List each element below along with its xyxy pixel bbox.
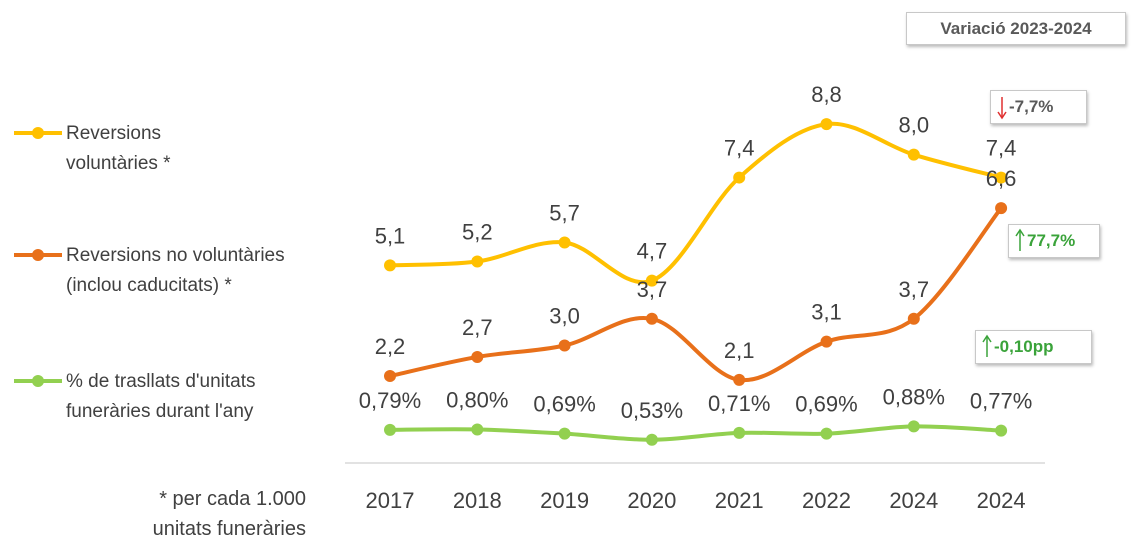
data-label: 0,71% [708,391,770,416]
legend-marker [32,375,44,387]
x-tick-label: 2020 [627,488,676,513]
data-label: 3,7 [899,277,930,302]
data-label: 2,1 [724,338,755,363]
x-tick-label: 2018 [453,488,502,513]
point [907,148,920,161]
header-box: Variació 2023-2024 [906,12,1126,45]
x-tick-label: 2024 [889,488,938,513]
annotation: -7,7% [1009,97,1054,116]
point [558,427,571,440]
data-label: 4,7 [637,239,668,264]
data-label: 3,0 [549,304,580,329]
arrow [997,97,1007,120]
x-tick-label: 2019 [540,488,589,513]
point [384,370,396,383]
x-tick-label: 2017 [366,488,415,513]
legend-marker [32,127,44,139]
point [995,202,1008,215]
x-tick-label: 2024 [977,488,1026,513]
point [995,424,1008,437]
arrow-head [1015,228,1025,237]
annotation-box: 77,7% [1008,224,1100,258]
data-label: 5,1 [375,223,406,248]
footnote: * per cada 1.000 unitats funeràries [152,488,306,540]
data-label: 8,8 [811,82,842,107]
data-label: 7,4 [986,136,1017,161]
data-label: 2,2 [375,334,406,359]
point [558,339,571,352]
arrow-head [982,334,992,343]
point [733,373,746,386]
data-label: 7,4 [724,136,755,161]
data-label: 2,7 [462,315,493,340]
data-label: 0,69% [795,392,857,417]
point [907,420,920,433]
point [384,423,396,436]
point [558,236,571,249]
header: Variació 2023-2024 [940,19,1092,38]
data-label: 6,6 [986,166,1017,191]
data-label: 3,1 [811,300,842,325]
data-label: 5,2 [462,220,493,245]
point [820,118,833,131]
annotation: -0,10pp [994,337,1054,356]
arrow-head [997,111,1007,120]
data-label: 0,80% [446,387,508,412]
point [733,426,746,439]
x-tick-label: 2022 [802,488,851,513]
data-label: 0,53% [621,398,683,423]
series-line [389,424,1002,442]
point [907,312,920,325]
legend-label: Reversions voluntàries * [66,123,171,174]
annotation-box: -7,7% [990,90,1087,124]
data-label: 0,88% [883,384,945,409]
point [645,312,658,325]
annotation: 77,7% [1027,231,1076,250]
data-label: 3,7 [637,277,668,302]
point [820,427,833,440]
point [645,274,658,287]
point [471,350,484,363]
point [645,433,658,446]
point [384,259,396,272]
legend-label: Reversions no voluntàries (inclou caduci… [66,245,285,296]
point [995,171,1008,184]
data-label: 5,7 [549,200,580,225]
point [733,171,746,184]
data-label: 0,77% [970,389,1032,414]
legend-marker [32,249,44,261]
series-line [389,121,1002,285]
point [471,423,484,436]
arrow [982,334,992,357]
point [820,335,833,348]
annotation-box: -0,10pp [975,330,1092,364]
legend-label: % de trasllats d'unitats funeràries dura… [66,371,256,422]
point [471,255,484,268]
data-label: 8,0 [899,113,930,138]
data-label: 0,79% [359,388,421,413]
arrow [1015,228,1025,251]
data-label: 0,69% [533,392,595,417]
x-tick-label: 2021 [715,488,764,513]
